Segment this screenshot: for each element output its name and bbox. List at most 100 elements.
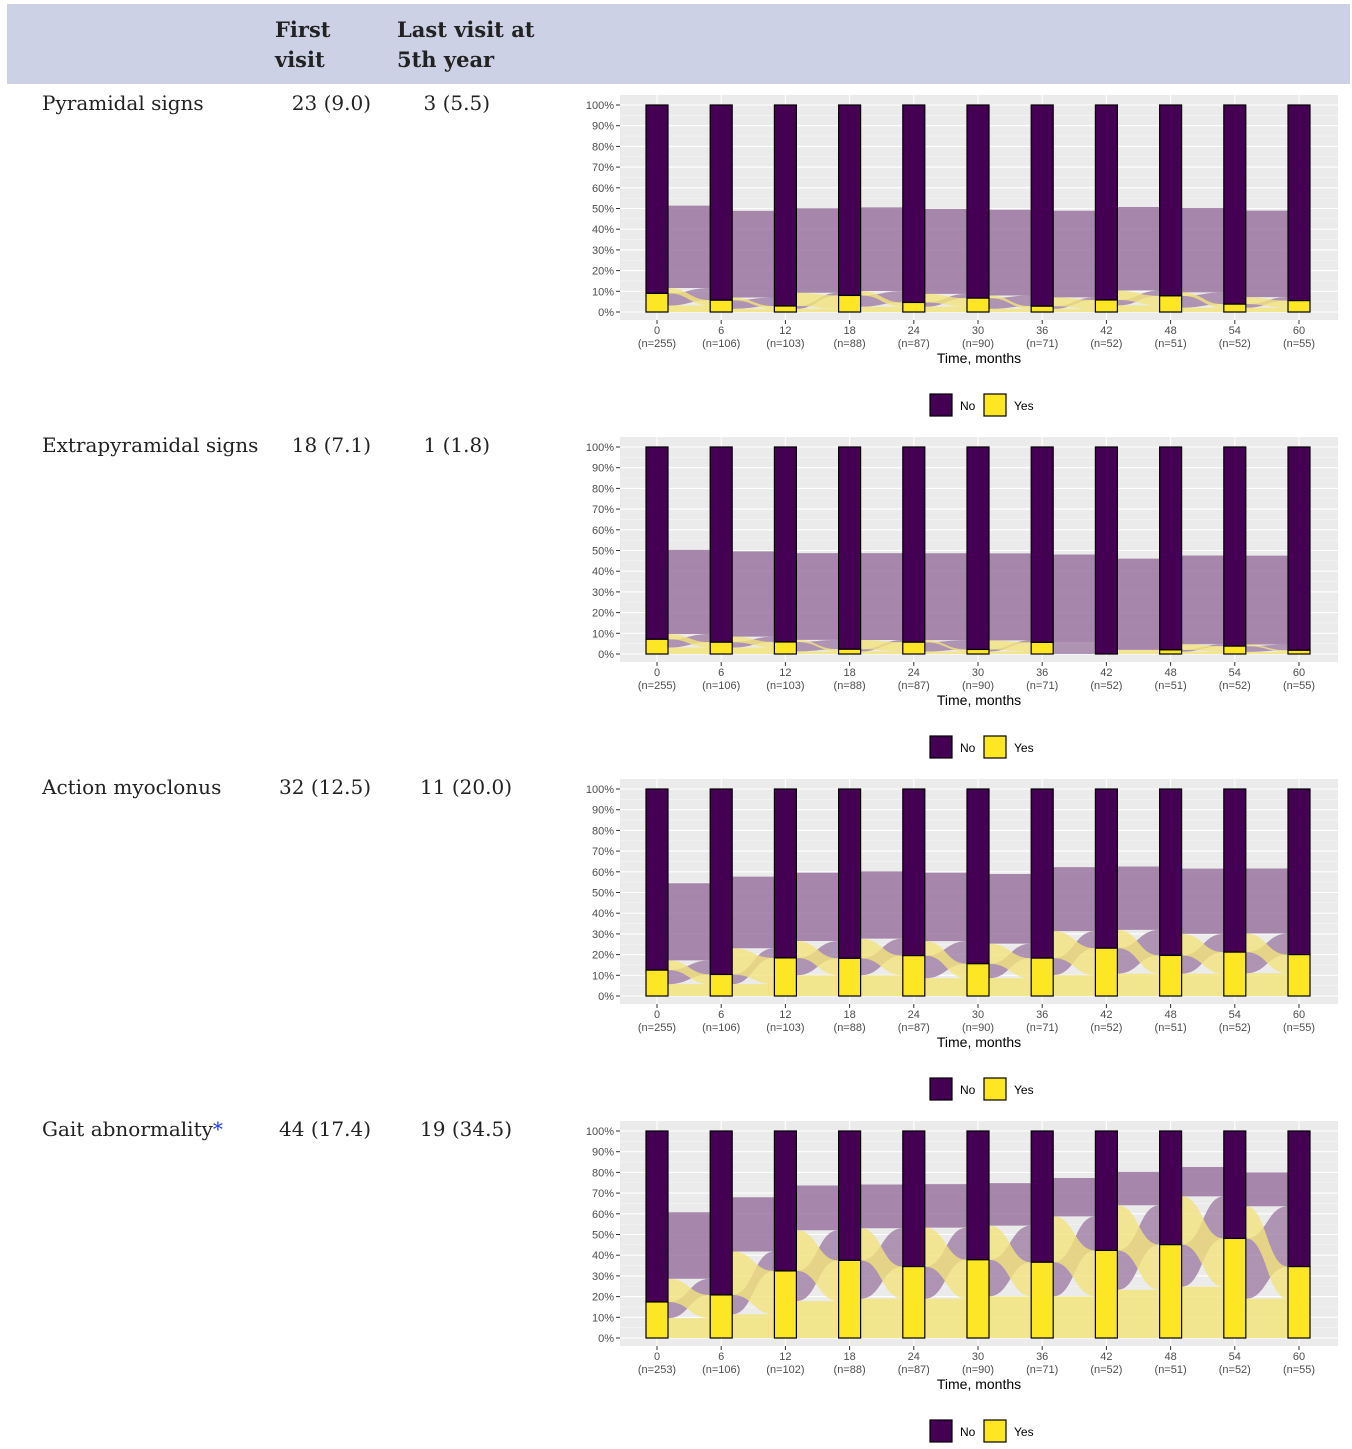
y-tick-label: 30% (592, 587, 614, 599)
x-tick-n-label: (n=102) (766, 1364, 804, 1376)
flow-yes-yes (924, 978, 967, 996)
bar-yes-24 (902, 641, 926, 655)
y-tick-label: 0% (598, 649, 614, 661)
flow-no-no (1245, 1172, 1288, 1207)
bar-yes-60 (1287, 1265, 1311, 1339)
x-tick-n-label: (n=103) (766, 680, 804, 692)
x-tick-n-label: (n=55) (1283, 680, 1315, 692)
x-tick-n-label: (n=255) (638, 338, 676, 350)
flow-yes-yes (668, 305, 711, 312)
bar-no-54 (1223, 104, 1247, 305)
bar-no-12 (773, 1130, 797, 1272)
y-tick-label: 50% (592, 1230, 614, 1242)
y-tick-label: 50% (592, 546, 614, 558)
y-tick-label: 100% (586, 442, 614, 454)
x-tick-label: 12 (779, 1009, 791, 1021)
bar-no-6 (709, 446, 733, 643)
bar-no-30 (966, 1130, 990, 1261)
x-tick-n-label: (n=87) (898, 1364, 930, 1376)
x-tick-label: 54 (1229, 1009, 1241, 1021)
x-tick-label: 36 (1036, 1351, 1048, 1363)
x-tick-n-label: (n=71) (1026, 1364, 1058, 1376)
flow-yes-yes (1181, 307, 1224, 312)
legend-swatch-no (929, 735, 953, 759)
flow-yes-yes (860, 975, 903, 996)
footnote-asterisk[interactable]: * (212, 1117, 223, 1141)
y-tick-label: 20% (592, 608, 614, 620)
bar-yes-0 (645, 292, 669, 313)
y-tick-label: 60% (592, 867, 614, 879)
bar-no-30 (966, 104, 990, 299)
flow-yes-yes (860, 306, 903, 312)
x-tick-label: 42 (1100, 1351, 1112, 1363)
bar-yes-54 (1223, 1237, 1247, 1339)
flow-no-yes (1245, 644, 1288, 652)
x-tick-n-label: (n=88) (834, 1364, 866, 1376)
y-tick-label: 80% (592, 825, 614, 837)
x-tick-label: 60 (1293, 1351, 1305, 1363)
flow-no-no (668, 1212, 711, 1279)
bar-no-24 (902, 104, 926, 304)
row-last-pyramidal: 3 (5.5) (423, 91, 491, 115)
bar-yes-42 (1094, 299, 1119, 313)
flow-no-yes (860, 938, 903, 976)
x-tick-label: 48 (1164, 667, 1176, 679)
flow-no-yes (1245, 297, 1288, 308)
bar-yes-30 (966, 297, 990, 313)
x-tick-n-label: (n=71) (1026, 680, 1058, 692)
x-tick-label: 18 (843, 1351, 855, 1363)
x-tick-n-label: (n=88) (834, 1022, 866, 1034)
flow-yes-no (1053, 642, 1096, 654)
bar-no-60 (1287, 446, 1311, 651)
x-tick-label: 36 (1036, 667, 1048, 679)
x-tick-label: 36 (1036, 325, 1048, 337)
bar-yes-18 (838, 957, 862, 997)
bar-no-18 (838, 446, 862, 650)
row-last-gait-abnormality: 19 (34.5) (420, 1117, 512, 1141)
flow-no-yes (668, 1278, 711, 1319)
legend-label-yes: Yes (1014, 399, 1034, 413)
flow-no-no (860, 871, 903, 939)
flow-no-yes (1181, 644, 1224, 652)
flow-no-no (732, 1197, 775, 1252)
bar-no-24 (902, 788, 926, 957)
header-first-visit: First visit (275, 15, 330, 75)
flow-no-no (1181, 208, 1224, 293)
x-tick-label: 48 (1164, 1009, 1176, 1021)
x-tick-n-label: (n=87) (898, 338, 930, 350)
x-tick-label: 0 (654, 325, 660, 337)
x-tick-n-label: (n=103) (766, 1022, 804, 1034)
flow-no-no (989, 209, 1032, 296)
y-tick-label: 10% (592, 628, 614, 640)
y-tick-label: 90% (592, 805, 614, 817)
table-header: First visit Last visit at 5th year (7, 4, 1350, 84)
x-tick-label: 6 (718, 1351, 724, 1363)
bar-no-0 (645, 104, 669, 294)
flow-yes-yes (924, 1298, 967, 1338)
y-tick-label: 90% (592, 463, 614, 475)
flow-no-yes (796, 292, 839, 309)
flow-no-yes (1245, 1206, 1288, 1299)
flow-no-yes (1181, 933, 1224, 974)
y-tick-label: 40% (592, 1250, 614, 1262)
x-tick-n-label: (n=90) (962, 1364, 994, 1376)
bar-yes-36 (1030, 957, 1054, 997)
flow-no-no (1053, 867, 1096, 932)
row-first-gait-abnormality: 44 (17.4) (279, 1117, 371, 1141)
legend-swatch-yes (983, 735, 1007, 759)
bar-no-54 (1223, 1130, 1247, 1240)
bar-no-42 (1094, 446, 1119, 655)
bar-no-48 (1158, 446, 1183, 651)
y-tick-label: 100% (586, 784, 614, 796)
flow-no-yes (1245, 933, 1288, 974)
bar-yes-54 (1223, 951, 1247, 997)
x-tick-n-label: (n=87) (898, 680, 930, 692)
y-tick-label: 70% (592, 504, 614, 516)
flow-no-yes (1117, 290, 1160, 306)
flow-no-no (732, 876, 775, 949)
bar-yes-48 (1158, 295, 1183, 313)
x-tick-label: 60 (1293, 667, 1305, 679)
flow-no-yes (1117, 649, 1160, 654)
legend-label-yes: Yes (1014, 741, 1034, 755)
y-tick-label: 0% (598, 991, 614, 1003)
